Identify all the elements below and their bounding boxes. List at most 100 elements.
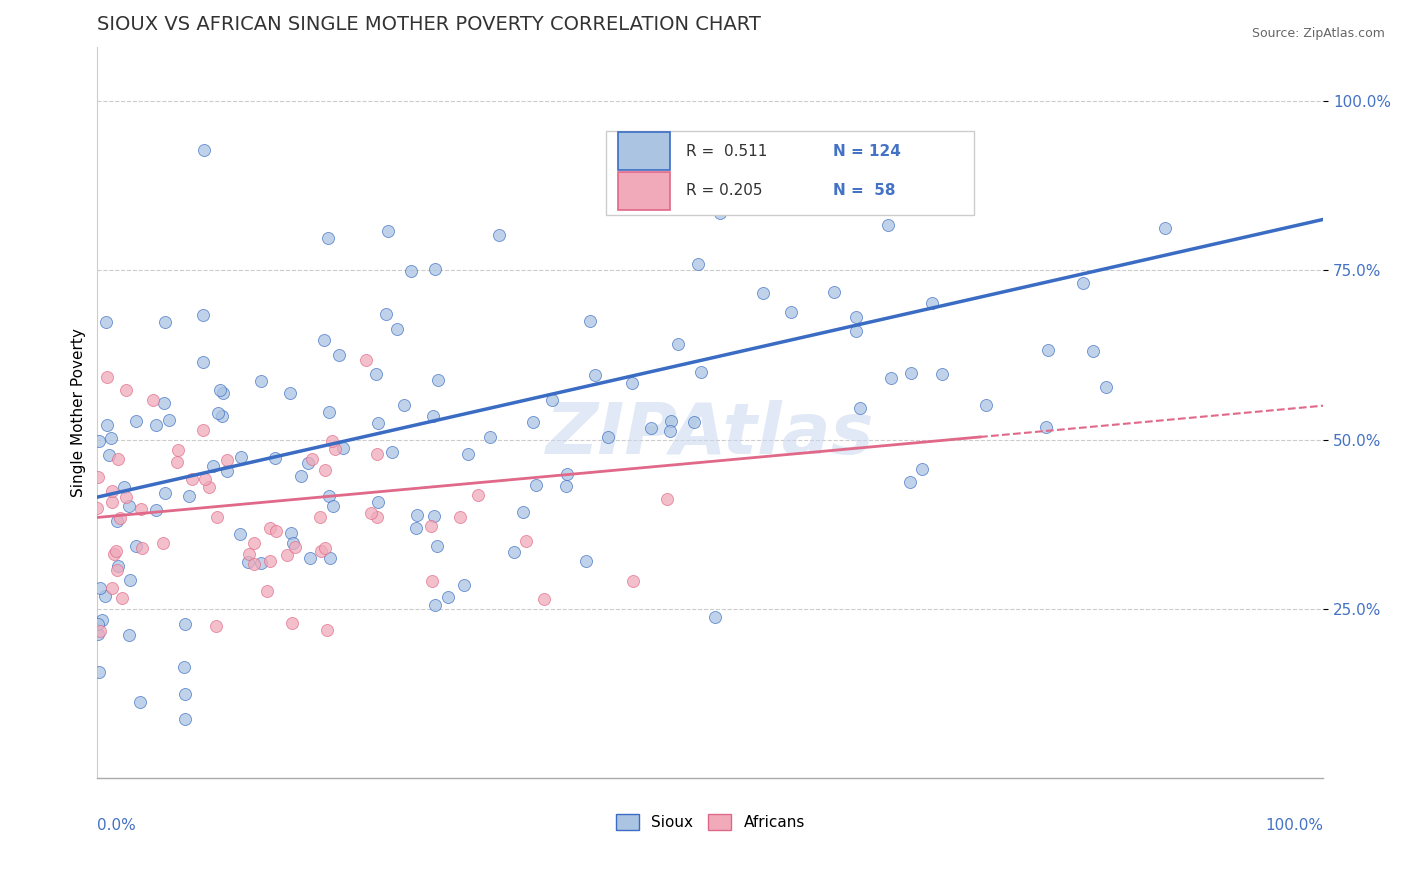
Point	[316, 623, 339, 637]
Point	[314, 541, 336, 556]
Point	[921, 296, 943, 310]
Point	[704, 609, 727, 624]
Point	[426, 539, 449, 553]
Point	[90, 614, 112, 628]
Point	[621, 376, 644, 390]
Text: N =  58: N = 58	[832, 183, 896, 198]
Point	[427, 373, 450, 387]
Point	[87, 665, 110, 679]
Point	[128, 695, 150, 709]
Point	[299, 550, 322, 565]
Point	[284, 540, 307, 554]
Point	[323, 442, 346, 457]
Point	[105, 515, 128, 529]
Point	[583, 368, 606, 383]
Point	[640, 420, 662, 434]
Point	[264, 524, 287, 538]
FancyBboxPatch shape	[606, 131, 974, 215]
Point	[322, 499, 344, 513]
Point	[900, 367, 922, 381]
Point	[579, 314, 602, 328]
Point	[314, 463, 336, 477]
Point	[276, 548, 298, 562]
Point	[596, 430, 619, 444]
Point	[211, 409, 233, 424]
Point	[98, 449, 121, 463]
Point	[120, 573, 142, 587]
Point	[367, 416, 389, 430]
Point	[89, 624, 111, 639]
Point	[1035, 420, 1057, 434]
Point	[318, 489, 340, 503]
Point	[453, 578, 475, 592]
Point	[422, 409, 444, 423]
Text: N = 124: N = 124	[832, 144, 901, 159]
Point	[1154, 221, 1177, 235]
Point	[191, 355, 214, 369]
Point	[533, 591, 555, 606]
Point	[145, 503, 167, 517]
Point	[1071, 276, 1094, 290]
Point	[423, 599, 446, 613]
Point	[318, 405, 340, 419]
Point	[392, 398, 415, 412]
Point	[86, 500, 108, 515]
Point	[1094, 380, 1116, 394]
Point	[87, 434, 110, 449]
Point	[436, 590, 458, 604]
Point	[194, 472, 217, 486]
Point	[281, 536, 304, 550]
Point	[94, 316, 117, 330]
Point	[1081, 344, 1104, 359]
Point	[845, 324, 868, 338]
Point	[512, 505, 534, 519]
Point	[524, 478, 547, 492]
Point	[94, 589, 117, 603]
Point	[166, 455, 188, 469]
Point	[205, 618, 228, 632]
Point	[259, 521, 281, 535]
Point	[312, 333, 335, 347]
Point	[621, 574, 644, 589]
Point	[125, 414, 148, 428]
Point	[100, 494, 122, 508]
Text: Source: ZipAtlas.com: Source: ZipAtlas.com	[1251, 27, 1385, 40]
Point	[467, 488, 489, 502]
Point	[377, 224, 399, 238]
Point	[125, 540, 148, 554]
Point	[177, 489, 200, 503]
Point	[142, 392, 165, 407]
Point	[683, 415, 706, 429]
Point	[86, 627, 108, 641]
Point	[328, 348, 350, 362]
Point	[422, 508, 444, 523]
Point	[848, 401, 870, 415]
Point	[554, 479, 576, 493]
FancyBboxPatch shape	[619, 172, 669, 210]
Point	[321, 434, 343, 449]
Point	[259, 554, 281, 568]
Point	[89, 582, 111, 596]
Point	[503, 545, 526, 559]
Point	[845, 310, 868, 325]
Point	[278, 386, 301, 401]
Point	[366, 510, 388, 524]
Point	[297, 456, 319, 470]
Point	[360, 507, 382, 521]
Point	[87, 470, 110, 484]
Point	[522, 415, 544, 429]
Point	[193, 309, 215, 323]
Point	[238, 547, 260, 561]
Point	[103, 547, 125, 561]
Text: SIOUX VS AFRICAN SINGLE MOTHER POVERTY CORRELATION CHART: SIOUX VS AFRICAN SINGLE MOTHER POVERTY C…	[97, 15, 761, 34]
Text: R = 0.205: R = 0.205	[686, 183, 762, 198]
Point	[332, 441, 354, 455]
Point	[399, 263, 422, 277]
Point	[887, 131, 910, 145]
Point	[779, 304, 801, 318]
Point	[405, 508, 427, 523]
Point	[173, 660, 195, 674]
Point	[129, 502, 152, 516]
Point	[659, 424, 682, 438]
Point	[250, 556, 273, 570]
